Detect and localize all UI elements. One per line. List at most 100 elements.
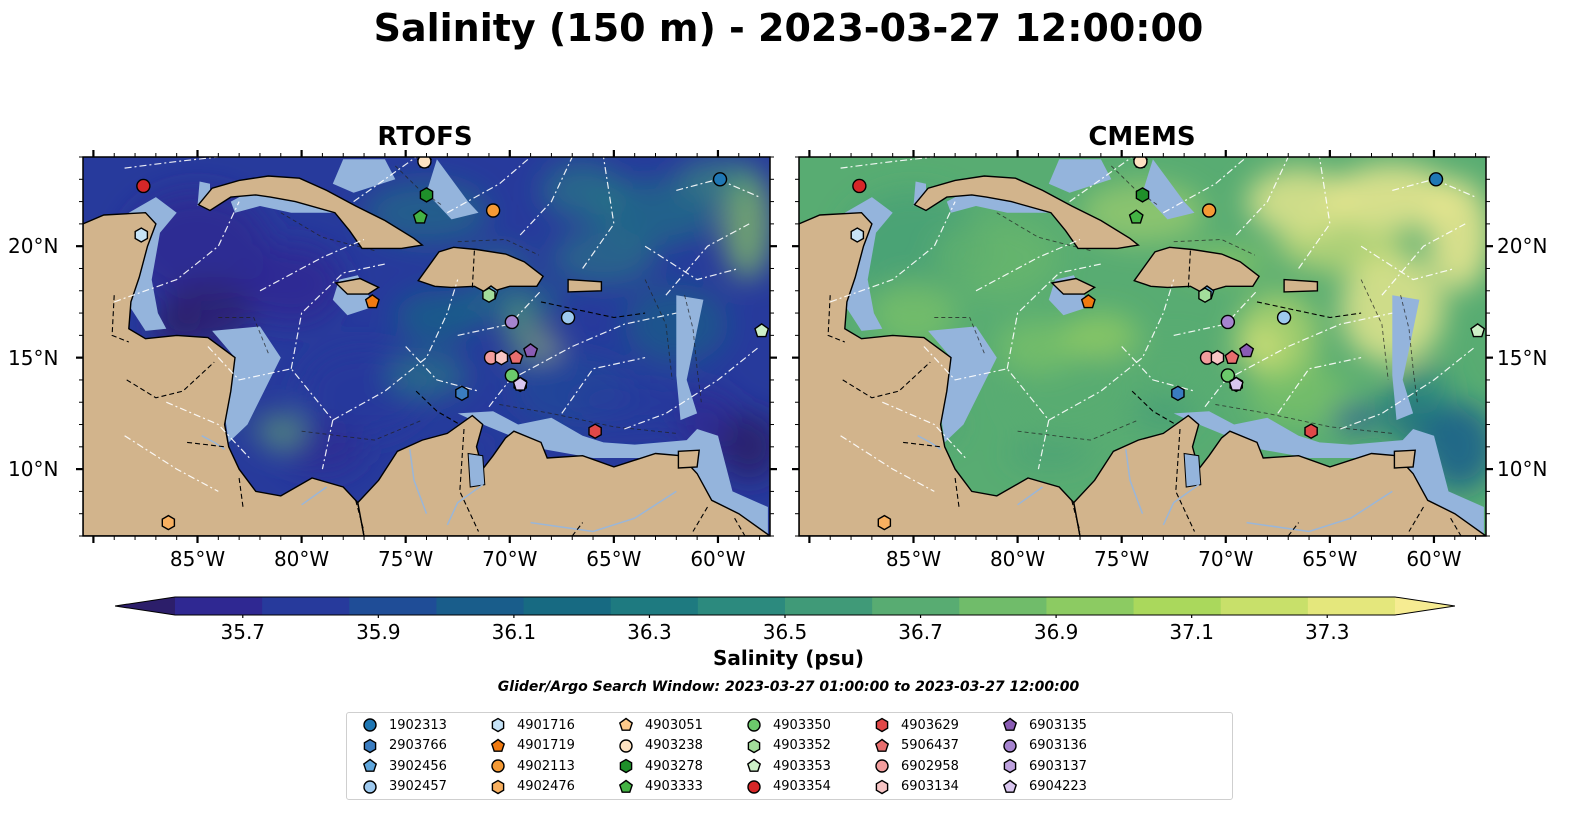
legend-item-4902476: 4902476 (489, 777, 575, 797)
shelf-region (212, 326, 281, 443)
float-marker-4903350 (504, 368, 520, 383)
circle-marker-icon (363, 718, 377, 732)
bathymetry-contour (394, 165, 444, 207)
float-legend: 1902313 2903766 3902456 3902457 4901716 49017… (346, 712, 1233, 800)
eez-boundary (975, 238, 1081, 292)
float-marker-4903629 (588, 423, 602, 440)
legend-label: 4902113 (517, 758, 575, 774)
land-puerto (567, 278, 603, 293)
legend-item-4901719: 4901719 (489, 736, 575, 756)
lon-tick-label: 85°W (885, 547, 942, 571)
float-marker-4903333 (1128, 209, 1144, 224)
circle-marker-icon (747, 779, 761, 794)
lon-tick-label: 70°W (482, 547, 538, 571)
panel-title-rtofs: RTOFS (377, 122, 473, 152)
float-marker-6904223 (1228, 376, 1244, 391)
bathymetry-contour (934, 317, 985, 354)
salinity-colorbar (115, 596, 1455, 618)
lat-tick-label-right: 20°N (1497, 234, 1548, 259)
lon-tick-label: 60°W (690, 547, 746, 571)
bathymetry-contour (280, 212, 375, 252)
eez-boundary (665, 223, 750, 296)
colorbar-segment (349, 597, 437, 615)
float-marker-4901719 (1080, 294, 1096, 309)
bathymetry-contour (1215, 404, 1393, 434)
float-marker-4901716 (850, 227, 865, 243)
country-border (459, 428, 479, 532)
float-marker-2903766 (455, 385, 469, 402)
legend-item-4903354: 4903354 (745, 777, 831, 797)
land-hispaniola (1133, 246, 1261, 294)
pentagon-marker-icon (1002, 779, 1018, 793)
shelf-region (676, 295, 704, 421)
pentagon-marker-icon (1002, 717, 1018, 731)
legend-item-4903238: 4903238 (617, 736, 703, 756)
colorbar-tick-label: 36.7 (898, 620, 943, 644)
lat-tick-label-left: 15°N (8, 345, 59, 370)
country-border (1256, 301, 1362, 319)
legend-label: 4903333 (645, 779, 703, 794)
eez-boundary (1069, 157, 1133, 203)
bathymetry-contour (996, 212, 1091, 252)
colorbar-segment (785, 597, 873, 615)
legend-label: 6903137 (1029, 758, 1087, 774)
shelf-region (1142, 159, 1195, 220)
lat-tick-label-right: 10°N (1497, 457, 1548, 482)
legend-label: 6903134 (901, 779, 959, 794)
legend-label: 4903629 (901, 717, 959, 733)
country-border (842, 361, 931, 399)
float-marker-6903135 (1239, 343, 1255, 358)
bathymetry-contour (1017, 419, 1139, 441)
search-window-text: Glider/Argo Search Window: 2023-03-27 01… (497, 679, 1080, 695)
country-border (415, 390, 461, 425)
pentagon-marker-icon (618, 779, 634, 793)
legend-item-4903353: 4903353 (745, 756, 831, 776)
legend-label: 3902457 (389, 779, 447, 794)
eez-boundary (447, 157, 531, 214)
lat-tick-label-left: 10°N (8, 457, 59, 482)
colorbar-tick-label: 36.1 (491, 620, 537, 644)
eez-boundary (1006, 263, 1102, 369)
hexagon-marker-icon (747, 738, 761, 753)
legend-item-4901716: 4901716 (489, 715, 575, 735)
colorbar-segment (610, 597, 699, 615)
eez-boundary (840, 157, 935, 169)
legend-label: 5906437 (901, 738, 959, 753)
colorbar-segment (175, 597, 263, 615)
hexagon-marker-icon (875, 717, 889, 733)
hexagon-marker-icon (491, 779, 505, 794)
land-trinidad (1393, 449, 1416, 469)
eez-boundary (923, 346, 1050, 470)
pentagon-marker-icon (874, 738, 890, 752)
country-border (1287, 522, 1300, 536)
lat-tick-label-left: 20°N (8, 234, 59, 259)
legend-item-6903137: 6903137 (1001, 756, 1087, 776)
eez-boundary (124, 435, 219, 492)
eez-boundary (124, 157, 219, 169)
colorbar-segment (1220, 597, 1309, 615)
eez-boundary (405, 346, 479, 392)
shelf-region (426, 159, 479, 220)
land-central (83, 211, 365, 536)
bathymetry-contour (1360, 279, 1389, 380)
lake-maracaibo (467, 452, 486, 488)
colorbar-segment (523, 597, 612, 615)
float-marker-4903352 (1198, 287, 1212, 304)
legend-label: 6904223 (1029, 779, 1087, 794)
eez-boundary (290, 263, 386, 369)
bathymetry-contour (457, 239, 540, 256)
circle-marker-icon (747, 718, 761, 732)
legend-item-6902958: 6902958 (873, 756, 959, 776)
country-border (1408, 506, 1424, 532)
float-marker-4903353 (1470, 323, 1486, 338)
land-jamaica (334, 277, 381, 295)
land-south (1073, 414, 1486, 536)
legend-label: 6903136 (1029, 738, 1087, 753)
float-marker-3902457 (1276, 310, 1292, 325)
land-jamaica (1050, 277, 1097, 295)
float-marker-4902476 (877, 514, 892, 531)
eez-boundary (624, 346, 760, 430)
colorbar-label: Salinity (psu) (712, 646, 864, 670)
bathymetry-contour (499, 404, 677, 434)
lon-tick-label: 60°W (1406, 547, 1462, 571)
